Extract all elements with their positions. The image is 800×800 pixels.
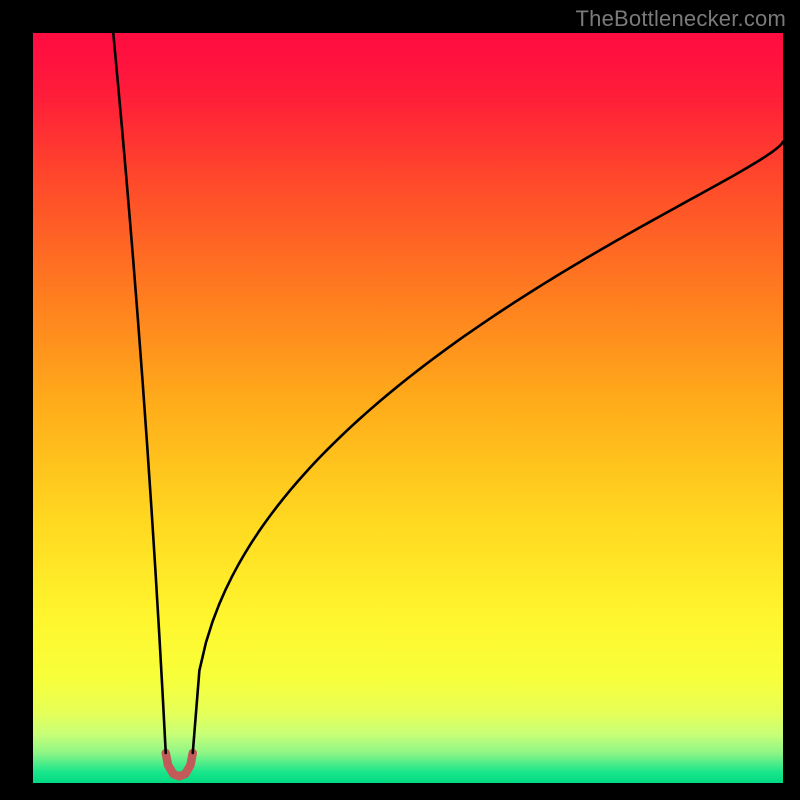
chart-container: TheBottlenecker.com (0, 0, 800, 800)
plot-area (33, 33, 783, 783)
watermark-text: TheBottlenecker.com (576, 6, 786, 32)
plot-svg (33, 33, 783, 783)
